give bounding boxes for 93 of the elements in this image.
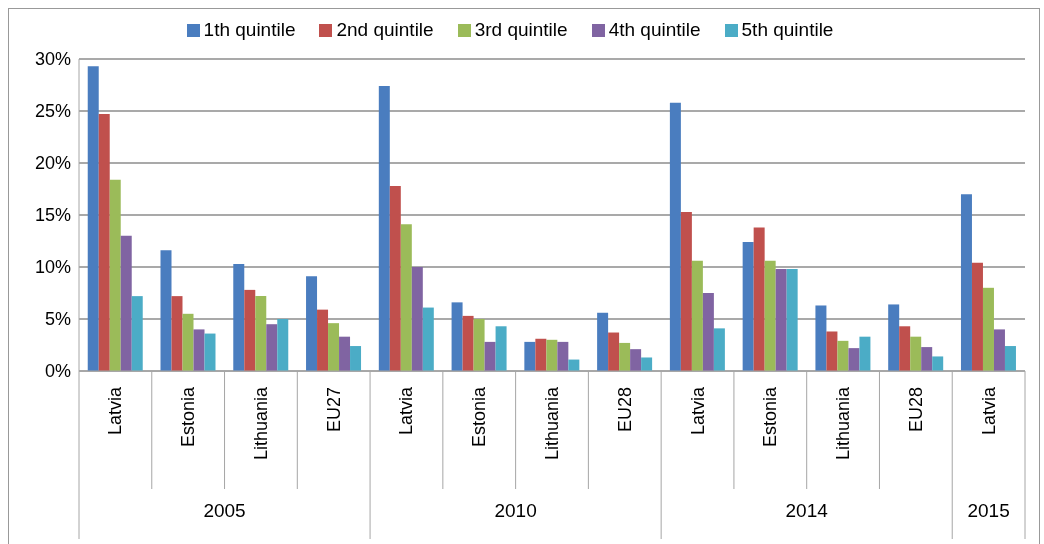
- x-tick-label: Lithuania: [542, 386, 562, 461]
- y-tick-label: 20%: [34, 153, 71, 174]
- bar: [87, 66, 99, 371]
- bar: [680, 211, 692, 371]
- x-tick-label: EU28: [905, 387, 926, 433]
- y-tick-label: 0%: [44, 361, 71, 382]
- y-tick-label: 5%: [44, 309, 71, 330]
- bar: [1004, 346, 1016, 371]
- bar: [597, 312, 609, 371]
- text: 2015: [966, 499, 1011, 523]
- bar: [702, 293, 714, 371]
- bar: [524, 341, 536, 371]
- bar: [339, 336, 351, 371]
- bar: [317, 309, 329, 371]
- bar: [462, 315, 474, 371]
- legend-label: 2nd quintile: [336, 19, 434, 40]
- bar: [244, 289, 256, 371]
- bar: [378, 86, 390, 371]
- bar: [350, 346, 362, 371]
- bar: [899, 326, 911, 371]
- bar: [764, 260, 776, 371]
- bar: [557, 341, 569, 371]
- bar: [484, 341, 496, 371]
- x-tick-label: Latvia: [396, 386, 417, 436]
- x-tick-label: Estonia: [178, 386, 199, 448]
- bar: [422, 307, 434, 371]
- bar: [233, 263, 245, 371]
- x-tick-label: Estonia: [469, 386, 490, 448]
- y-tick-label: 15%: [34, 205, 71, 226]
- bar: [98, 114, 110, 371]
- x-tick-label: Estonia: [760, 386, 781, 448]
- bar: [753, 227, 765, 371]
- bar: [786, 269, 798, 371]
- bar: [859, 336, 871, 371]
- bar: [608, 332, 620, 371]
- bar: [691, 260, 703, 371]
- bar: [546, 339, 558, 371]
- text: 2005: [202, 499, 247, 523]
- text: 2014: [784, 499, 829, 523]
- bar: [171, 296, 183, 371]
- bar: [837, 340, 849, 371]
- bar: [742, 242, 754, 371]
- bar: [921, 347, 933, 371]
- bar: [266, 324, 278, 371]
- bar: [910, 336, 922, 371]
- bar: [619, 342, 631, 371]
- x-tick-label: EU27: [323, 387, 344, 433]
- legend-label: 4th quintile: [608, 19, 701, 40]
- bar: [713, 328, 725, 371]
- bar: [630, 349, 642, 371]
- bar: [328, 323, 340, 371]
- legend-label: 1th quintile: [203, 19, 296, 40]
- bar: [473, 319, 485, 371]
- bar: [888, 304, 900, 371]
- bar: [815, 305, 827, 371]
- bar: [960, 194, 972, 371]
- bar: [451, 302, 463, 371]
- bar: [495, 326, 507, 371]
- bar: [131, 296, 143, 371]
- bar: [775, 269, 787, 371]
- y-tick-label: 10%: [34, 257, 71, 278]
- bar: [848, 348, 860, 371]
- bar: [277, 319, 289, 371]
- bar: [982, 287, 994, 371]
- bar: [389, 185, 401, 371]
- x-tick-label: Latvia: [105, 386, 126, 436]
- bar: [255, 296, 267, 371]
- bar: [193, 329, 205, 371]
- bar: [306, 276, 318, 371]
- bar: [641, 357, 653, 371]
- bar: [109, 179, 121, 371]
- x-tick-label: Latvia: [978, 386, 999, 436]
- bar: [400, 224, 412, 371]
- text: 2010: [493, 499, 538, 523]
- bar: [160, 250, 172, 371]
- x-tick-label: Lithuania: [250, 386, 271, 461]
- bar: [182, 313, 194, 371]
- bar: [971, 262, 983, 371]
- legend-label: 3rd quintile: [474, 19, 568, 40]
- bar: [120, 235, 132, 371]
- x-tick-label: Latvia: [687, 386, 708, 436]
- bar: [826, 331, 838, 371]
- bar: [535, 338, 547, 371]
- x-tick-label: EU28: [614, 387, 635, 433]
- x-tick-label: Lithuania: [833, 386, 854, 461]
- bar: [932, 356, 944, 371]
- y-tick-label: 25%: [34, 101, 71, 122]
- y-tick-label: 30%: [34, 49, 71, 70]
- bar: [993, 329, 1005, 371]
- bar: [411, 267, 423, 371]
- bar: [669, 102, 681, 371]
- legend-label: 5th quintile: [741, 19, 834, 40]
- bar: [204, 333, 216, 371]
